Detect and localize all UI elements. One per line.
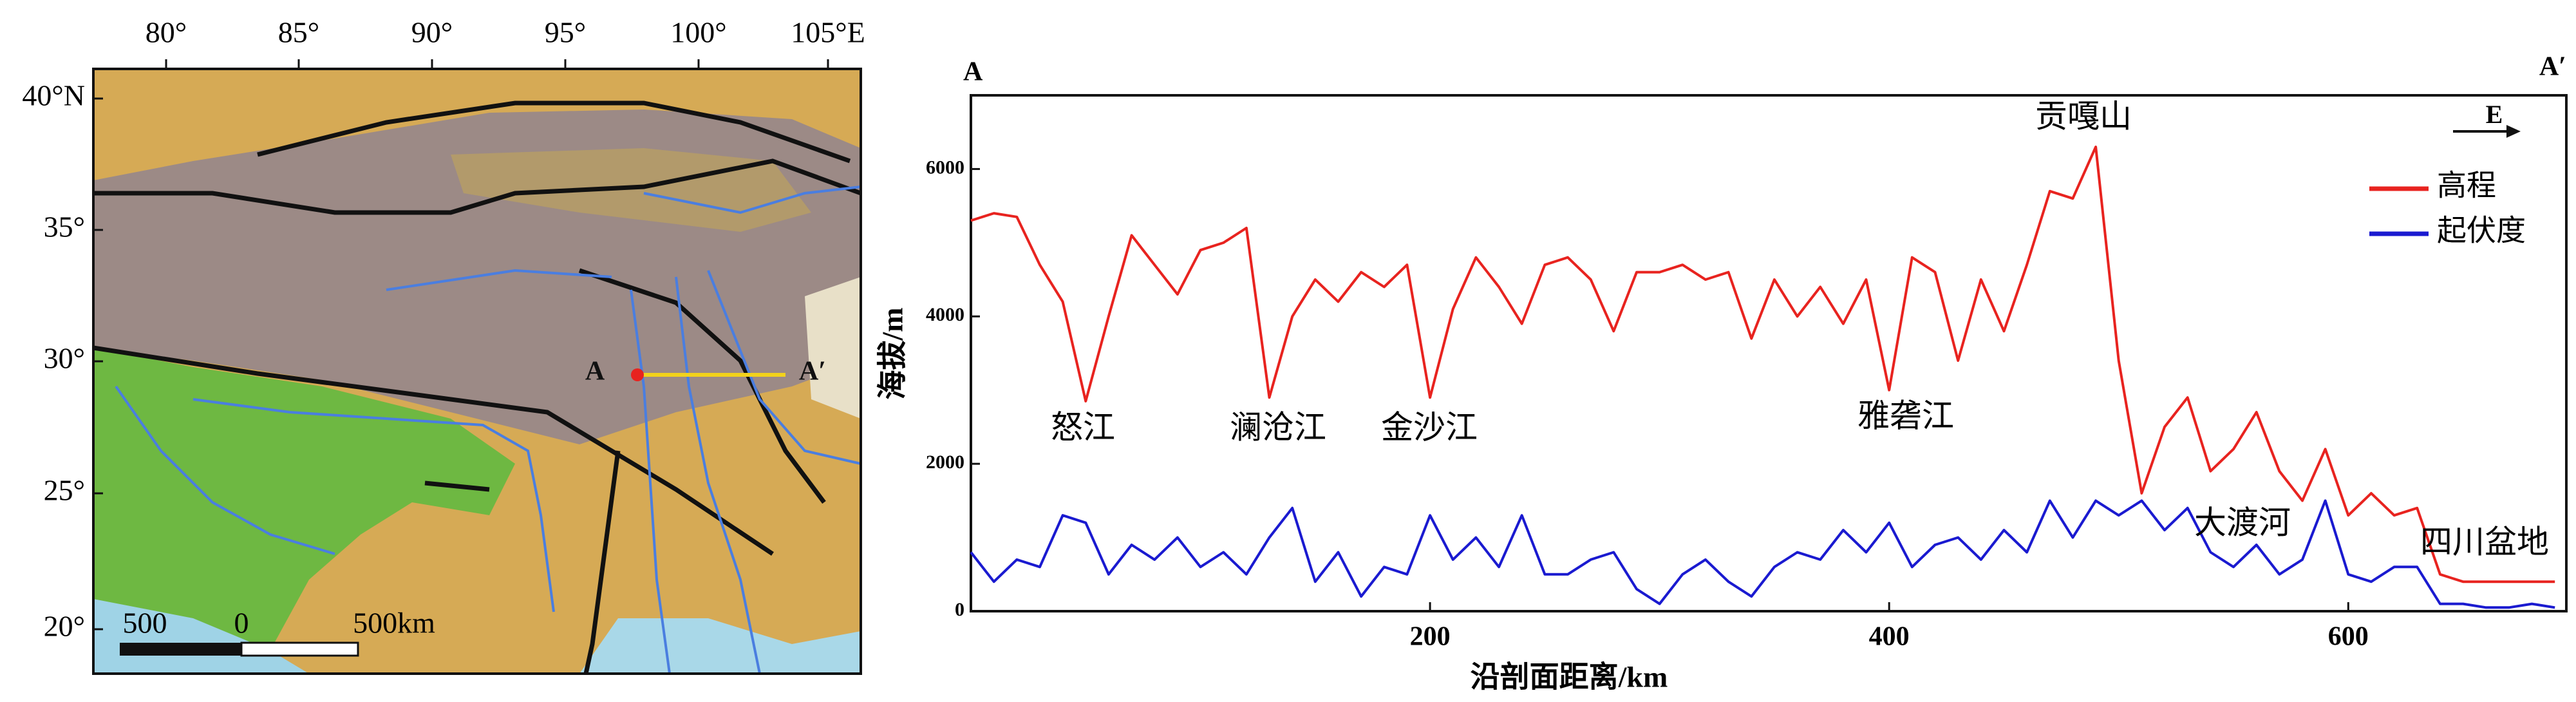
lat-label: 40°N [22, 79, 85, 112]
scale-label: 500km [353, 607, 435, 640]
fault [257, 100, 851, 164]
annotation: 四川盆地 [2420, 524, 2549, 560]
section-point [631, 368, 644, 381]
annotation: 大渡河 [2194, 504, 2291, 540]
lon-label: 80° [146, 16, 187, 49]
fault [93, 158, 862, 215]
x-axis-title: 沿剖面距离/km [1471, 661, 1668, 694]
x-tick-label: 400 [1869, 622, 1910, 652]
map-frame [92, 68, 862, 675]
lat-label: 30° [44, 342, 85, 375]
legend-label: 起伏度 [2437, 214, 2526, 247]
section-label: A [585, 357, 605, 386]
corner-label: A [963, 57, 983, 87]
lon-label: 105°E [791, 16, 865, 49]
lon-label: 100° [670, 16, 726, 49]
annotation: 金沙江 [1381, 409, 1478, 445]
river [630, 289, 671, 674]
fault [583, 450, 621, 674]
river [643, 185, 861, 214]
lon-label: 85° [278, 16, 319, 49]
lat-label: 25° [44, 474, 85, 507]
fault [424, 480, 490, 492]
direction-arrowhead [2506, 125, 2521, 138]
y-tick-label: 2000 [926, 451, 964, 473]
x-tick-label: 600 [2328, 622, 2369, 652]
faults [93, 100, 862, 674]
annotation: 贡嘎山 [2035, 98, 2132, 134]
annotation: 澜沧江 [1230, 409, 1326, 445]
river [675, 276, 761, 674]
river [115, 385, 335, 555]
scale-label: 0 [234, 607, 249, 640]
y-tick-label: 4000 [926, 304, 964, 325]
direction-label: E [2486, 100, 2503, 129]
lat-label: 20° [44, 610, 85, 643]
fault [93, 345, 774, 556]
series-line [970, 499, 2555, 609]
lat-label: 35° [44, 211, 85, 243]
legend-label: 高程 [2437, 169, 2496, 202]
scale-label: 500 [123, 607, 167, 640]
scale-bar [120, 643, 241, 656]
map [92, 68, 862, 675]
rivers [115, 185, 861, 674]
y-tick-label: 0 [955, 599, 964, 620]
annotation: 雅砻江 [1857, 397, 1954, 433]
scale-bar [240, 641, 359, 657]
river [386, 269, 612, 291]
fault [578, 268, 826, 504]
series-line [970, 146, 2555, 583]
river [193, 398, 555, 612]
section-label: A′ [799, 357, 826, 386]
annotation: 怒江 [1051, 409, 1115, 445]
x-tick-label: 200 [1410, 622, 1451, 652]
y-axis-title: 海拔/m [876, 307, 909, 399]
y-tick-label: 6000 [926, 157, 964, 178]
corner-label: A′ [2539, 52, 2566, 82]
river [707, 270, 861, 465]
plot-frame [970, 94, 2568, 612]
lowland [93, 348, 515, 674]
basin [805, 277, 861, 419]
lon-label: 90° [411, 16, 453, 49]
lon-label: 95° [545, 16, 586, 49]
sea [579, 618, 861, 674]
